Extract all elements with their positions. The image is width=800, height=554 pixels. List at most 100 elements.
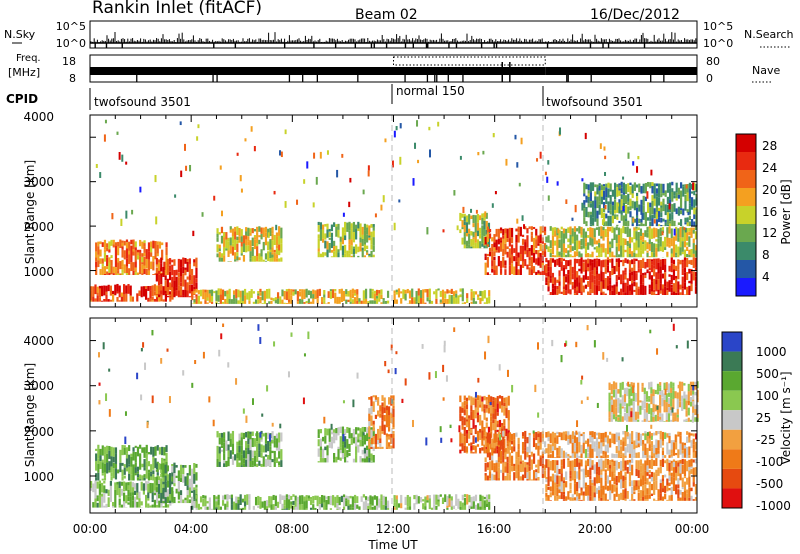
power-echo-cell bbox=[615, 234, 618, 244]
power-echo-cell bbox=[236, 256, 239, 261]
velocity-echo-cell bbox=[188, 465, 191, 476]
velocity-echo-cell bbox=[686, 489, 689, 494]
power-echo-cell bbox=[328, 228, 331, 232]
power-echo-cell bbox=[578, 251, 581, 258]
power-echo-cell bbox=[319, 229, 323, 241]
power-echo-cell bbox=[422, 298, 425, 304]
power-scatter-cell bbox=[601, 219, 604, 226]
power-echo-cell bbox=[633, 252, 636, 258]
velocity-echo-cell bbox=[97, 458, 100, 464]
power-echo-cell bbox=[582, 228, 585, 239]
velocity-scatter-cell bbox=[656, 405, 659, 410]
velocity-echo-cell bbox=[329, 495, 332, 506]
power-echo-cell bbox=[653, 243, 656, 253]
power-echo-cell bbox=[646, 250, 649, 253]
power-echo-cell bbox=[506, 246, 509, 250]
velocity-echo-cell bbox=[175, 475, 178, 478]
velocity-echo-cell bbox=[215, 507, 218, 510]
velocity-echo-cell bbox=[526, 446, 529, 453]
power-echo-cell bbox=[240, 241, 243, 247]
power-echo-cell bbox=[101, 300, 104, 302]
power-echo-cell bbox=[626, 285, 629, 295]
velocity-echo-cell bbox=[90, 485, 93, 488]
power-echo-cell bbox=[633, 227, 636, 231]
power-echo-cell bbox=[611, 268, 614, 276]
power-echo-cell bbox=[646, 204, 650, 213]
velocity-echo-cell bbox=[683, 398, 686, 410]
velocity-echo-cell bbox=[690, 466, 693, 469]
velocity-echo-cell bbox=[372, 420, 375, 425]
velocity-echo-cell bbox=[556, 455, 559, 458]
power-echo-cell bbox=[679, 292, 682, 295]
velocity-echo-cell bbox=[155, 463, 158, 470]
velocity-echo-cell bbox=[195, 484, 198, 488]
velocity-echo-cell bbox=[659, 416, 662, 420]
power-echo-cell bbox=[502, 235, 505, 239]
power-echo-cell bbox=[635, 240, 638, 251]
power-scatter-cell bbox=[284, 129, 287, 135]
velocity-echo-cell bbox=[463, 417, 466, 426]
velocity-echo-cell bbox=[385, 436, 389, 448]
velocity-echo-cell bbox=[487, 407, 491, 414]
velocity-scatter-cell bbox=[686, 340, 689, 349]
velocity-echo-cell bbox=[243, 494, 247, 502]
velocity-scatter-cell bbox=[102, 342, 105, 350]
power-echo-cell bbox=[683, 256, 687, 258]
power-echo-cell bbox=[567, 244, 570, 249]
power-echo-cell bbox=[112, 244, 115, 248]
power-echo-cell bbox=[107, 284, 110, 292]
velocity-echo-cell bbox=[656, 391, 660, 395]
power-echo-cell bbox=[637, 286, 640, 289]
power-echo-cell bbox=[670, 284, 673, 288]
velocity-echo-cell bbox=[677, 478, 680, 485]
power-echo-cell bbox=[223, 237, 226, 247]
velocity-echo-cell bbox=[145, 494, 148, 501]
power-echo-cell bbox=[690, 191, 694, 194]
power-echo-cell bbox=[455, 293, 458, 298]
power-echo-cell bbox=[585, 183, 588, 190]
power-scatter-cell bbox=[520, 137, 523, 145]
power-echo-cell bbox=[556, 289, 559, 295]
velocity-echo-cell bbox=[472, 397, 475, 406]
beam-title: Beam 02 bbox=[355, 7, 418, 23]
velocity-echo-cell bbox=[657, 440, 660, 451]
power-echo-cell bbox=[530, 245, 533, 256]
velocity-echo-cell bbox=[305, 495, 308, 501]
velocity-echo-cell bbox=[604, 437, 607, 443]
power-echo-cell bbox=[551, 288, 555, 295]
power-echo-cell bbox=[515, 261, 518, 269]
velocity-echo-cell bbox=[677, 498, 680, 501]
velocity-echo-cell bbox=[280, 449, 283, 452]
velocity-echo-cell bbox=[225, 460, 228, 467]
velocity-echo-cell bbox=[193, 463, 196, 474]
velocity-echo-cell bbox=[339, 457, 342, 461]
power-echo-cell bbox=[582, 285, 585, 293]
power-echo-cell bbox=[580, 253, 583, 258]
velocity-echo-cell bbox=[622, 489, 625, 495]
velocity-echo-cell bbox=[672, 399, 675, 410]
velocity-echo-cell bbox=[663, 399, 666, 406]
power-echo-cell bbox=[681, 237, 684, 242]
velocity-echo-cell bbox=[326, 428, 329, 436]
power-echo-cell bbox=[322, 252, 325, 258]
power-echo-cell bbox=[598, 242, 601, 248]
velocity-echo-cell bbox=[127, 496, 130, 502]
power-echo-cell bbox=[659, 266, 662, 274]
power-echo-cell bbox=[661, 273, 665, 279]
power-echo-cell bbox=[690, 227, 693, 236]
velocity-echo-cell bbox=[670, 449, 673, 454]
power-echo-cell bbox=[256, 232, 259, 244]
power-scatter-cell bbox=[556, 181, 559, 186]
power-echo-cell bbox=[602, 291, 605, 295]
power-echo-cell bbox=[463, 232, 466, 237]
velocity-echo-cell bbox=[130, 474, 133, 481]
power-echo-cell bbox=[677, 222, 680, 226]
velocity-echo-cell bbox=[496, 420, 499, 425]
power-echo-cell bbox=[101, 258, 104, 264]
power-echo-cell bbox=[256, 226, 259, 233]
power-echo-cell bbox=[562, 276, 566, 287]
velocity-echo-cell bbox=[626, 419, 629, 422]
velocity-echo-cell bbox=[589, 475, 592, 480]
velocity-echo-cell bbox=[114, 475, 118, 480]
velocity-echo-cell bbox=[474, 427, 477, 435]
